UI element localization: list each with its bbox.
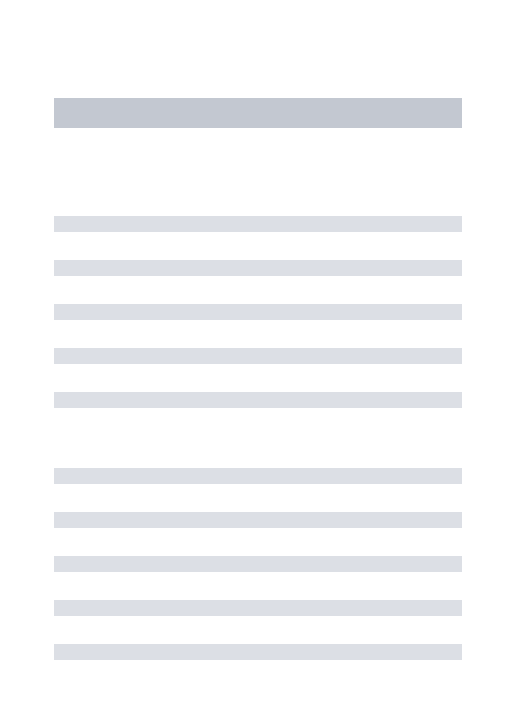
skeleton-line bbox=[54, 600, 462, 616]
skeleton-line bbox=[54, 260, 462, 276]
skeleton-line bbox=[54, 556, 462, 572]
skeleton-line bbox=[54, 644, 462, 660]
group-spacer bbox=[54, 436, 462, 468]
skeleton-line bbox=[54, 304, 462, 320]
skeleton-line bbox=[54, 512, 462, 528]
skeleton-line bbox=[54, 468, 462, 484]
skeleton-line bbox=[54, 348, 462, 364]
header-placeholder-bar bbox=[54, 98, 462, 128]
skeleton-line bbox=[54, 392, 462, 408]
skeleton-group-1 bbox=[54, 216, 462, 408]
skeleton-line bbox=[54, 216, 462, 232]
skeleton-group-2 bbox=[54, 468, 462, 660]
skeleton-container bbox=[0, 0, 516, 660]
